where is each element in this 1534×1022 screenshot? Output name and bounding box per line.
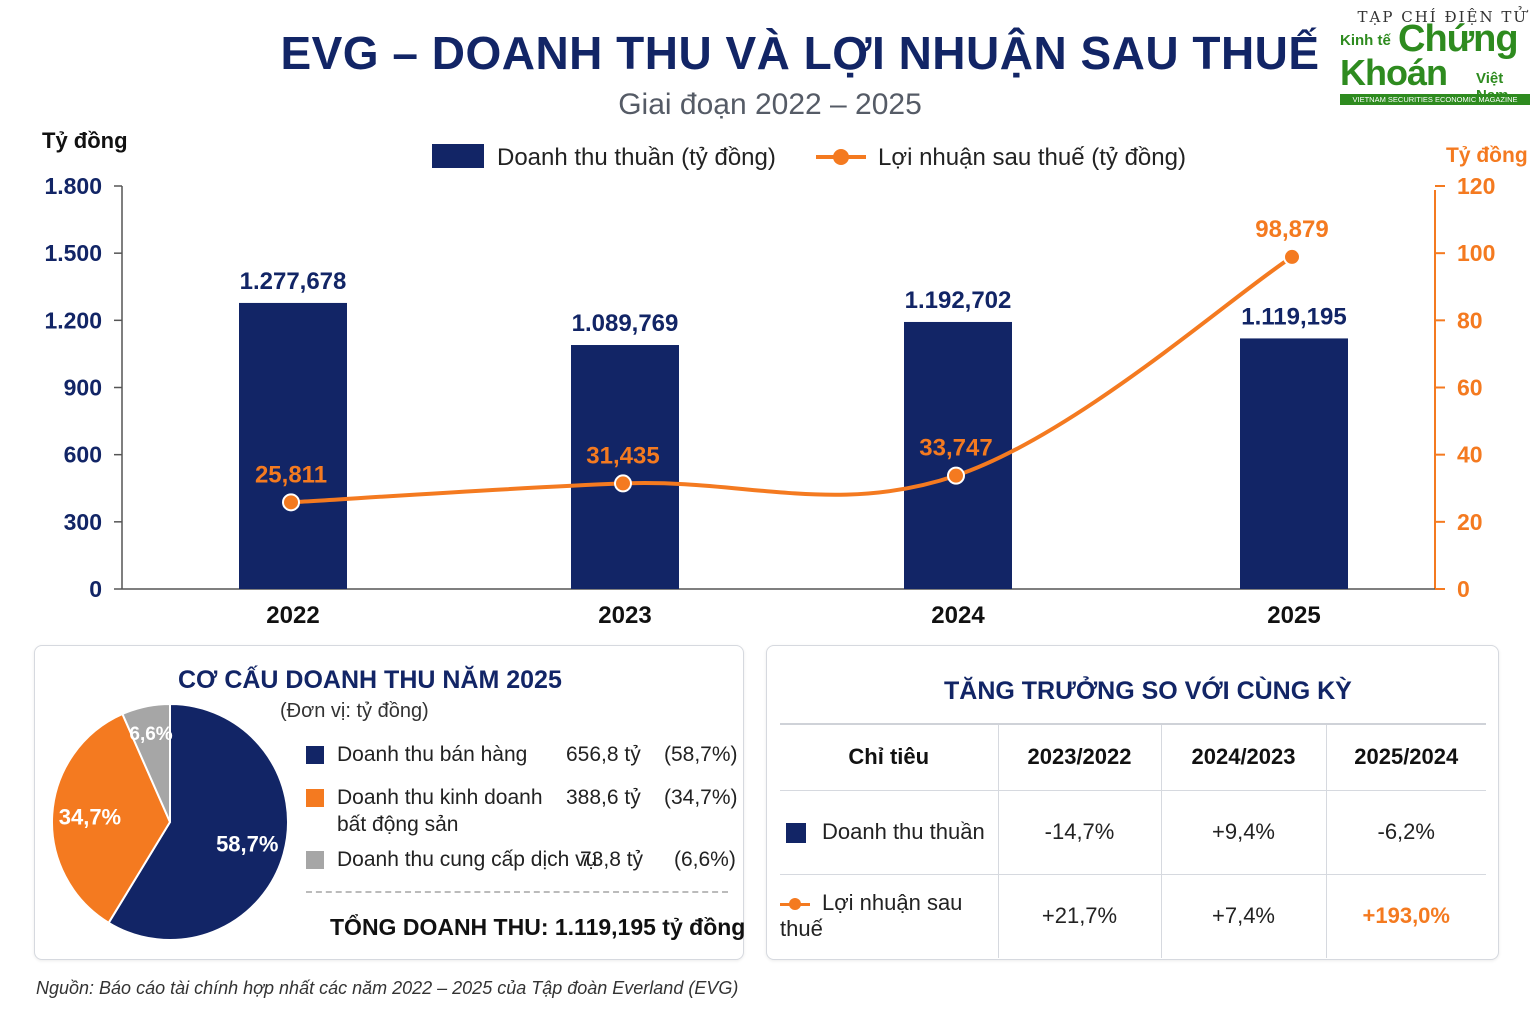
profit-point-label: 25,811: [255, 461, 327, 488]
growth-header-2025: 2025/2024: [1325, 723, 1486, 790]
profit-line: [290, 255, 1294, 505]
pie-slice: [121, 704, 171, 823]
legend-sales-pct: (58,7%): [664, 743, 738, 766]
profit-point: [947, 466, 965, 485]
revenue-square-icon: [786, 823, 806, 844]
growth-header-row: Chỉ tiêu 2023/2022 2024/2023 2025/2024: [780, 723, 1486, 790]
profit-line-icon: [780, 894, 810, 914]
revenue-bar-label: 1.277,678: [240, 268, 347, 295]
growth-table: Chỉ tiêu 2023/2022 2024/2023 2025/2024 D…: [780, 723, 1486, 958]
growth-revenue-2025: -6,2%: [1325, 789, 1486, 874]
growth-revenue-2023: -14,7%: [997, 789, 1161, 874]
x-axis-tick-label: 2025: [1267, 602, 1320, 629]
pie-slice: [52, 712, 172, 925]
brand-chung: Chứng: [1398, 18, 1519, 60]
left-axis-tick-label: 300: [64, 509, 102, 535]
right-axis-tick-label: 100: [1457, 240, 1495, 266]
total-revenue: TỔNG DOANH THU: 1.119,195 tỷ đồng: [330, 914, 746, 940]
revenue-bar: [1240, 338, 1348, 589]
growth-header-metric: Chỉ tiêu: [780, 723, 998, 790]
growth-revenue-2024: +9,4%: [1160, 789, 1326, 874]
profit-point-label: 98,879: [1255, 216, 1328, 243]
left-axis-tick-label: 1.800: [44, 173, 102, 199]
legend-services-pct: (6,6%): [674, 848, 736, 871]
structure-title: CƠ CẤU DOANH THU NĂM 2025: [178, 666, 562, 694]
legend-sales-amount: 656,8 tỷ: [566, 743, 641, 766]
brand-top-text: TẠP CHÍ ĐIỆN TỬ: [1357, 8, 1528, 26]
growth-row-profit: Lợi nhuận sau thuế +21,7% +7,4% +193,0%: [780, 873, 1486, 958]
left-axis-tick-label: 600: [64, 442, 102, 468]
legend-line-label: Lợi nhuận sau thuế (tỷ đồng): [878, 144, 1186, 171]
growth-header-2024: 2024/2023: [1160, 723, 1326, 790]
revenue-bar: [904, 321, 1012, 589]
revenue-bar-label: 1.089,769: [572, 310, 679, 337]
left-axis-tick-label: 1.500: [44, 240, 102, 266]
pie-slice-label: 34,7%: [59, 805, 121, 830]
profit-point: [1283, 247, 1301, 266]
legend-line-marker: [833, 149, 849, 165]
right-axis-tick-label: 80: [1457, 307, 1483, 333]
x-axis-tick-label: 2023: [598, 602, 651, 629]
growth-row-profit-label: Lợi nhuận sau thuế: [780, 873, 998, 958]
legend-realestate-pct: (34,7%): [664, 786, 738, 809]
left-axis-tick-label: 1.200: [44, 307, 102, 333]
legend-services-amount: 73,8 tỷ: [580, 848, 644, 871]
growth-profit-2025: +193,0%: [1325, 873, 1486, 958]
left-axis-unit-label: Tỷ đồng: [42, 128, 128, 153]
profit-point: [614, 474, 632, 493]
growth-profit-2024: +7,4%: [1160, 873, 1326, 958]
x-axis-tick-label: 2022: [266, 602, 319, 629]
right-axis-tick-label: 60: [1457, 375, 1483, 401]
profit-point: [282, 493, 300, 512]
structure-unit: (Đơn vị: tỷ đồng): [280, 700, 429, 722]
brand-logo: TẠP CHÍ ĐIỆN TỬ Kinh tế Chứng Khoán Việt…: [1336, 8, 1532, 108]
brand-kinh-te: Kinh tế: [1340, 32, 1391, 49]
left-axis-tick-label: 0: [89, 576, 102, 602]
legend-sales-name: Doanh thu bán hàng: [337, 743, 528, 766]
legend-swatch-services: [306, 851, 324, 869]
legend-realestate-name-line2: bất động sản: [337, 813, 459, 836]
brand-tagline: VIETNAM SECURITIES ECONOMIC MAGAZINE: [1340, 94, 1530, 105]
legend-swatch-sales: [306, 746, 324, 764]
growth-title: TĂNG TRƯỞNG SO VỚI CÙNG KỲ: [944, 677, 1352, 705]
right-axis-unit-label: Tỷ đồng: [1446, 144, 1528, 167]
legend-bar-label: Doanh thu thuần (tỷ đồng): [497, 144, 776, 171]
revenue-bar-label: 1.192,702: [905, 287, 1012, 314]
source-note: Nguồn: Báo cáo tài chính hợp nhất các nă…: [36, 978, 739, 998]
growth-row-revenue: Doanh thu thuần -14,7% +9,4% -6,2%: [780, 789, 1486, 874]
growth-revenue-label-text: Doanh thu thuần: [822, 819, 985, 844]
legend-bar-swatch: [432, 144, 484, 168]
pie-slice-label: 6,6%: [129, 724, 172, 745]
profit-point-label: 31,435: [586, 442, 659, 469]
profit-point-label: 33,747: [919, 435, 992, 462]
revenue-bar: [571, 345, 679, 589]
legend-realestate-amount: 388,6 tỷ: [566, 786, 641, 809]
revenue-bar-label: 1.119,195: [1241, 303, 1346, 330]
revenue-bar: [239, 302, 347, 589]
legend-swatch-realestate: [306, 789, 324, 807]
left-axis-tick-label: 900: [64, 375, 102, 401]
page-title: EVG – DOANH THU VÀ LỢI NHUẬN SAU THUẾ: [280, 27, 1320, 79]
page-subtitle: Giai đoạn 2022 – 2025: [618, 88, 922, 121]
growth-header-2023: 2023/2022: [997, 723, 1161, 790]
growth-profit-label-text: Lợi nhuận sau thuế: [780, 890, 963, 942]
right-axis-tick-label: 120: [1457, 173, 1495, 199]
revenue-pie-chart: 58,7% 34,7% 6,6%: [52, 704, 289, 941]
growth-profit-2023: +21,7%: [997, 873, 1161, 958]
right-axis-tick-label: 20: [1457, 509, 1483, 535]
legend-divider: [306, 891, 728, 893]
legend-realestate-name: Doanh thu kinh doanh: [337, 786, 543, 809]
pie-slice: [107, 704, 289, 941]
revenue-profit-chart: Tỷ đồng Tỷ đồng Doanh thu thuần (tỷ đồng) L…: [42, 128, 1528, 629]
legend-services-name: Doanh thu cung cấp dịch vụ: [337, 848, 598, 871]
growth-row-revenue-label: Doanh thu thuần: [780, 789, 998, 874]
x-axis-tick-label: 2024: [931, 602, 985, 629]
right-axis-tick-label: 0: [1457, 576, 1470, 602]
pie-slice-label: 58,7%: [216, 832, 278, 857]
brand-khoan: Khoán: [1340, 52, 1448, 93]
right-axis-tick-label: 40: [1457, 442, 1483, 468]
